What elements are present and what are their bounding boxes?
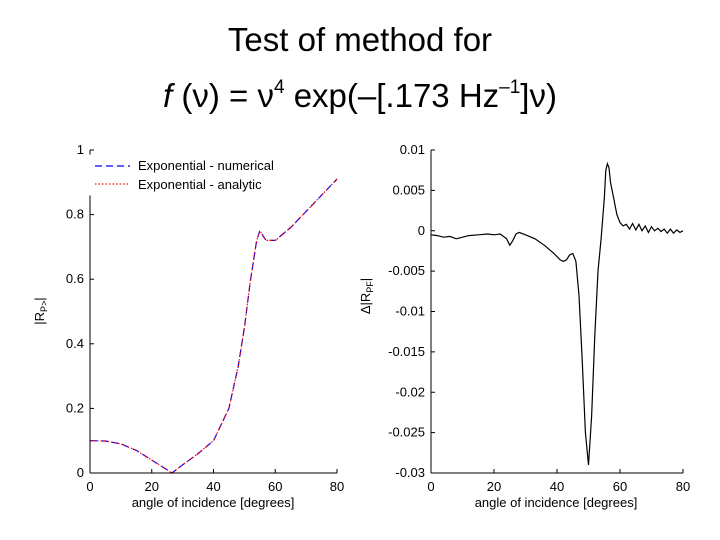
chart-title-line2: f (ν) = ν4 exp(–[.173 Hz–1]ν) (0, 76, 720, 116)
right-y-tick-label: -0.015 (388, 344, 425, 359)
left-chart: 0 0.2 0.4 0.6 0.8 1 0 20 40 60 80 Exponential - n… (32, 142, 344, 510)
left-y-tick-label: 0.4 (66, 336, 84, 351)
left-y-tick-label: 0.8 (66, 207, 84, 222)
right-y-tick-label: -0.01 (395, 304, 425, 319)
right-chart: -0.03 -0.025 -0.02 -0.015 -0.01 -0.005 0 0.005 0… (358, 142, 690, 510)
title-part-c: ]ν) (520, 77, 557, 114)
left-series-line-1 (89, 178, 338, 474)
left-x-tick-label: 80 (330, 479, 344, 494)
right-y-tick-label: -0.02 (395, 384, 425, 399)
right-x-tick-label: 0 (427, 479, 434, 494)
right-y-tick-label: -0.005 (388, 263, 425, 278)
left-x-axis-label: angle of incidence [degrees] (132, 495, 295, 510)
left-x-tick-label: 60 (268, 479, 282, 494)
legend-box (87, 154, 315, 196)
title-exponent-4: 4 (273, 77, 285, 98)
legend-label-numerical: Exponential - numerical (138, 158, 274, 173)
right-y-tick-label: -0.03 (395, 465, 425, 480)
left-y-tick-label: 0.6 (66, 271, 84, 286)
left-y-tick-label: 1 (77, 142, 84, 157)
chart-title-line1: Test of method for (227, 21, 493, 58)
title-exponent-minus1: –1 (499, 77, 521, 98)
right-x-tick-label: 60 (613, 479, 627, 494)
right-x-tick-label: 80 (676, 479, 690, 494)
title-part-b: exp(–[.173 Hz (284, 77, 500, 114)
right-x-tick-label: 20 (487, 479, 501, 494)
right-y-axis-label: Δ|RPF| (358, 278, 375, 314)
title-part-a: (ν) = ν (172, 77, 274, 114)
left-x-tick-label: 0 (86, 479, 93, 494)
right-x-tick-label: 40 (550, 479, 564, 494)
left-y-tick-label: 0.2 (66, 400, 84, 415)
right-x-axis-label: angle of incidence [degrees] (475, 495, 638, 510)
right-y-tick-label: 0 (418, 223, 425, 238)
left-plot-area (90, 150, 337, 473)
right-y-tick-label: 0.005 (392, 182, 425, 197)
left-y-tick-label: 0 (77, 465, 84, 480)
right-plot-area (431, 150, 683, 473)
right-y-tick-label: -0.025 (388, 425, 425, 440)
title-f-symbol: f (163, 77, 173, 114)
right-y-tick-label: 0.01 (400, 142, 425, 157)
left-x-tick-label: 20 (145, 479, 159, 494)
right-series-line-0 (430, 161, 684, 465)
left-x-tick-label: 40 (206, 479, 220, 494)
left-y-axis-label: |RP>| (32, 297, 49, 324)
legend-label-analytic: Exponential - analytic (138, 177, 262, 192)
